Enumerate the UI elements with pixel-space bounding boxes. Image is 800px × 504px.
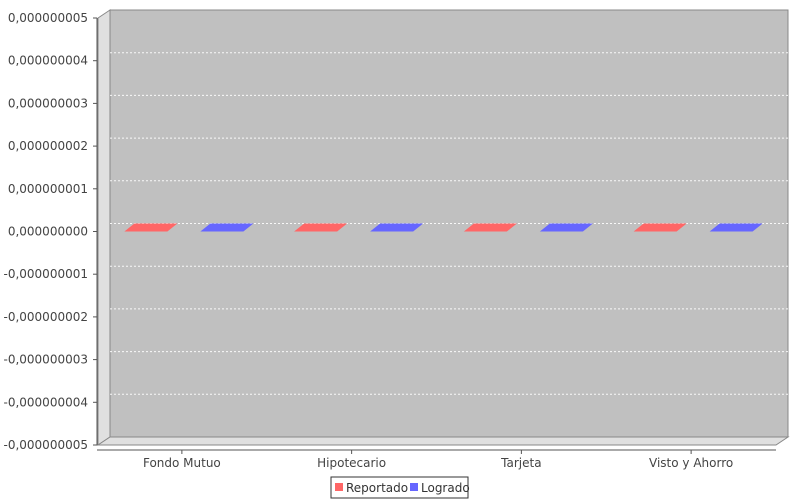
y-tick-label: 0,000000001 [8,182,88,196]
bar-logrado [200,223,254,232]
bar-reportado [124,223,178,232]
bar-logrado [370,223,424,232]
y-tick-label: 0,000000004 [8,54,88,68]
x-tick-label: Visto y Ahorro [649,456,733,470]
x-axis: Fondo Mutuo Hipotecario Tarjeta Visto y Aho… [97,449,776,470]
y-tick-label: 0,000000003 [8,96,88,110]
side-wall [97,9,111,446]
legend-swatch-reportado [335,483,343,491]
legend-label: Logrado [421,481,470,495]
x-tick-label: Tarjeta [500,456,541,470]
y-tick-label: -0,000000001 [4,267,89,281]
y-tick-label: -0,000000005 [4,438,89,452]
legend-swatch-logrado [410,483,418,491]
plot-walls [96,9,790,446]
legend-box [330,476,469,499]
y-axis: 0,000000005 0,000000004 0,000000003 0,00000… [4,11,98,452]
y-tick-label: 0,000000000 [8,225,88,239]
bar-reportado [294,223,348,232]
bars [124,223,763,232]
y-tick-label: 0,000000002 [8,139,88,153]
x-tick-label: Fondo Mutuo [143,456,221,470]
y-tick-label: 0,000000005 [8,11,88,25]
gridlines [110,52,788,395]
bar-logrado [539,223,593,232]
bar-reportado [633,223,687,232]
y-tick-label: -0,000000002 [4,310,89,324]
y-tick-label: -0,000000003 [4,353,89,367]
bar-logrado [709,223,763,232]
legend-label: Reportado [346,481,408,495]
legend: Reportado Logrado [330,476,470,499]
bar-reportado [463,223,517,232]
y-tick-label: -0,000000004 [4,395,89,409]
x-tick-label: Hipotecario [317,456,386,470]
floor-wall [96,436,790,446]
